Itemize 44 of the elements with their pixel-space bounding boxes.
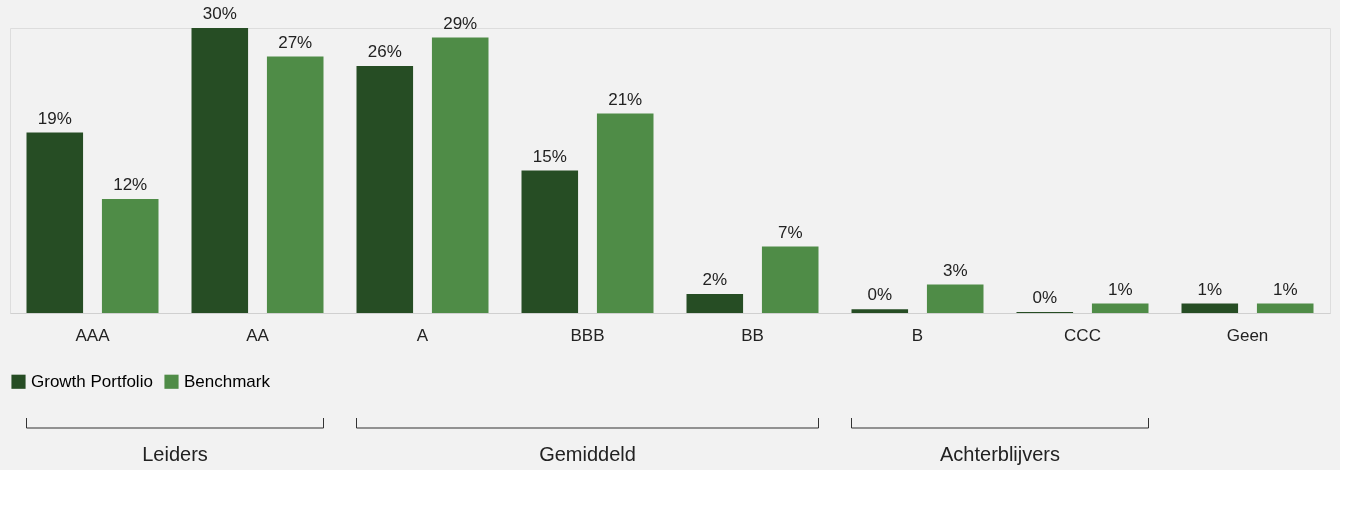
bar — [101, 199, 159, 313]
data-label: 15% — [532, 146, 567, 166]
bar — [26, 132, 84, 313]
data-label: 26% — [367, 42, 402, 61]
x-tick-label: BB — [741, 325, 764, 345]
bar — [851, 309, 909, 313]
text: Gemiddeld — [539, 443, 636, 465]
data-label: 27% — [278, 32, 313, 52]
text: Leiders — [142, 443, 208, 465]
data-label: 1% — [1272, 279, 1298, 299]
data-label: 0% — [1032, 288, 1058, 308]
x-tick-label: CCC — [1064, 325, 1101, 345]
bar — [926, 284, 984, 313]
data-label: 0% — [867, 285, 893, 305]
data-label: 12% — [113, 175, 148, 194]
data-label: 19% — [37, 108, 72, 128]
bar — [1091, 303, 1149, 313]
data-label: 29% — [443, 13, 478, 33]
x-tick-label: AA — [246, 325, 270, 345]
text: Achterblijvers — [939, 443, 1061, 465]
bar — [356, 66, 414, 313]
legend-label: Benchmark — [184, 371, 271, 391]
bar — [686, 294, 744, 313]
x-tick-label: Geen — [1226, 325, 1269, 345]
data-label: 21% — [608, 89, 643, 109]
data-label: 30% — [202, 4, 237, 23]
data-label: 7% — [777, 222, 803, 242]
data-label: 2% — [702, 270, 728, 289]
bar — [266, 56, 324, 313]
x-tick-label: AAA — [75, 325, 111, 345]
legend-label: Growth Portfolio — [31, 371, 153, 391]
data-label: 1% — [1197, 279, 1223, 299]
bar — [431, 37, 489, 313]
bar — [521, 170, 579, 313]
bar — [1256, 303, 1314, 313]
data-label: 3% — [942, 260, 968, 280]
bar — [191, 28, 249, 313]
x-tick-label: B — [911, 325, 924, 345]
data-label: 1% — [1107, 279, 1133, 299]
x-tick-label: BBB — [570, 325, 605, 345]
bar — [761, 246, 819, 313]
bar — [1181, 303, 1239, 313]
x-tick-label: A — [416, 325, 429, 345]
bar — [596, 113, 654, 313]
